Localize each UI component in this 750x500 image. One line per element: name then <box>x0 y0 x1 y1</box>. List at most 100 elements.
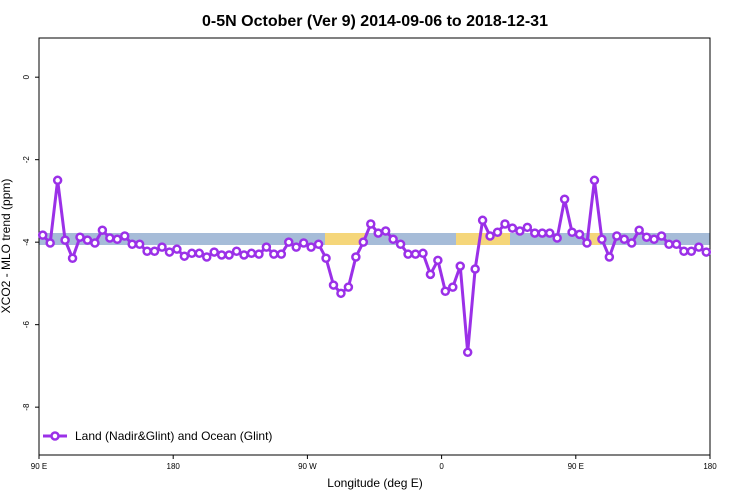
data-point <box>589 175 600 186</box>
data-point <box>403 249 413 259</box>
data-point <box>634 225 644 235</box>
land-band <box>456 233 510 245</box>
data-point <box>380 226 391 236</box>
data-point <box>500 219 510 229</box>
data-point <box>246 248 257 259</box>
data-point <box>358 237 369 247</box>
data-point <box>582 238 592 248</box>
y-tick-label: -6 <box>22 321 31 329</box>
data-point <box>440 286 451 297</box>
data-point <box>328 280 339 290</box>
data-point <box>574 229 585 240</box>
data-point <box>164 247 175 257</box>
data-point <box>134 239 145 249</box>
data-point <box>97 225 108 235</box>
data-point <box>619 234 630 245</box>
data-point <box>686 246 697 256</box>
data-point <box>597 234 607 245</box>
data-point <box>254 249 264 259</box>
data-point <box>157 242 167 252</box>
data-point <box>149 246 160 256</box>
x-tick-label: 90 E <box>568 462 584 471</box>
data-point <box>656 231 667 241</box>
data-point <box>694 242 704 252</box>
y-tick-label: -4 <box>22 238 31 246</box>
data-point <box>455 261 465 271</box>
data-point <box>470 264 480 274</box>
data-point <box>418 248 428 259</box>
x-axis-label: Longitude (deg E) <box>327 476 422 490</box>
data-point <box>142 246 152 256</box>
data-point <box>649 234 659 245</box>
data-point <box>425 269 436 280</box>
data-point <box>366 219 376 229</box>
x-tick-label: 180 <box>167 462 181 471</box>
y-tick-label: -8 <box>22 403 31 411</box>
data-point <box>433 255 443 266</box>
data-point <box>231 246 242 256</box>
data-point <box>373 228 383 238</box>
data-point <box>127 239 137 249</box>
legend-marker <box>50 431 60 441</box>
series-line <box>41 180 708 353</box>
data-point <box>485 231 495 241</box>
x-tick-label: 0 <box>439 462 444 471</box>
data-point <box>291 242 301 252</box>
data-point <box>179 251 190 261</box>
data-point <box>284 237 294 247</box>
data-point <box>522 222 533 233</box>
data-point <box>462 347 473 358</box>
legend-label: Land (Nadir&Glint) and Ocean (Glint) <box>75 429 272 443</box>
chart-title: 0-5N October (Ver 9) 2014-09-06 to 2018-… <box>202 13 548 30</box>
data-point <box>60 235 70 245</box>
data-point <box>75 232 85 242</box>
data-point <box>298 238 309 248</box>
y-tick-label: 0 <box>22 74 31 79</box>
data-point <box>90 238 100 248</box>
data-point <box>507 223 518 233</box>
data-point <box>612 231 622 241</box>
data-point <box>679 246 689 256</box>
data-point <box>52 175 63 186</box>
data-point <box>172 244 182 254</box>
data-point <box>224 250 234 260</box>
x-tick-label: 180 <box>703 462 717 471</box>
data-point <box>626 238 637 248</box>
data-point <box>239 250 249 260</box>
data-point <box>552 233 562 243</box>
x-tick-label: 90 E <box>31 462 47 471</box>
data-point <box>664 239 674 249</box>
y-axis-label: XCO2 - MLO trend (ppm) <box>0 179 13 314</box>
data-point <box>477 215 488 226</box>
data-point <box>395 239 406 249</box>
data-point <box>559 194 570 205</box>
land-band <box>325 233 365 245</box>
data-point <box>216 250 227 260</box>
x-tick-label: 90 W <box>298 462 317 471</box>
land-band <box>590 233 600 245</box>
data-point <box>671 239 682 249</box>
data-point <box>261 242 272 252</box>
data-point <box>202 252 212 262</box>
data-point <box>343 282 354 292</box>
data-point <box>351 252 361 262</box>
data-point <box>45 238 55 248</box>
data-point <box>187 248 197 259</box>
data-point <box>37 230 48 240</box>
data-point <box>537 228 547 238</box>
data-point <box>641 232 652 242</box>
data-point <box>269 249 279 259</box>
data-point <box>544 228 555 238</box>
data-point <box>604 252 615 262</box>
data-point <box>119 231 130 241</box>
data-point <box>701 247 712 257</box>
data-point <box>492 227 503 238</box>
plot-frame <box>38 37 711 456</box>
data-point <box>448 282 458 292</box>
data-point <box>410 249 421 259</box>
data-point <box>112 234 123 245</box>
data-point <box>567 227 577 238</box>
data-point <box>530 228 540 238</box>
data-point <box>209 247 219 257</box>
